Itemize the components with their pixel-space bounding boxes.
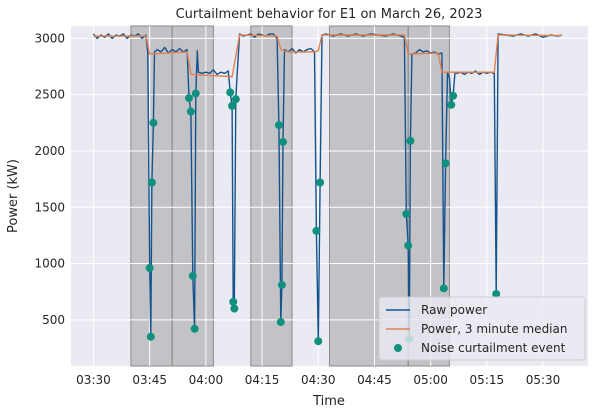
y-tick-label: 2500 <box>34 88 65 102</box>
curtailment-event-point <box>185 94 194 103</box>
series-lines <box>92 33 562 342</box>
curtailment-event-point <box>449 91 458 100</box>
legend: Raw power Power, 3 minute median Noise c… <box>378 296 586 361</box>
curtailment-event-point <box>147 178 156 187</box>
x-tick-label: 04:30 <box>301 373 336 387</box>
curtailment-event-point <box>230 304 239 313</box>
y-tick-labels: 500 1000 1500 2000 2500 3000 <box>34 31 65 326</box>
x-tick-label: 03:45 <box>132 373 167 387</box>
legend-event-label: Noise curtailment event <box>421 341 566 355</box>
curtailment-event-point <box>149 118 158 127</box>
y-tick-label: 500 <box>42 313 65 327</box>
x-tick-label: 05:15 <box>470 373 505 387</box>
legend-event-swatch <box>394 344 402 352</box>
chart-title: Curtailment behavior for E1 on March 26,… <box>176 7 483 22</box>
curtailment-event-point <box>276 318 285 327</box>
legend-raw-label: Raw power <box>421 303 487 317</box>
x-tick-label: 04:45 <box>357 373 392 387</box>
curtailment-event-point <box>191 89 200 98</box>
x-tick-label: 04:15 <box>245 373 280 387</box>
x-axis-label: Time <box>312 394 345 409</box>
curtailment-event-point <box>228 101 237 110</box>
y-tick-label: 2000 <box>34 144 65 158</box>
legend-box <box>378 296 586 361</box>
curtailment-event-point <box>314 337 323 346</box>
curtailment-event-point <box>402 210 411 219</box>
curtailment-event-point <box>441 159 450 168</box>
x-tick-label: 05:30 <box>526 373 561 387</box>
curtailment-event-point <box>279 137 288 146</box>
x-tick-label: 03:30 <box>76 373 111 387</box>
event-markers <box>145 88 501 346</box>
curtailment-event-point <box>447 100 456 109</box>
curtailment-event-point <box>229 297 238 306</box>
series-median-line <box>93 34 562 78</box>
legend-median-label: Power, 3 minute median <box>421 322 567 336</box>
x-tick-label: 04:00 <box>189 373 224 387</box>
y-axis-label: Power (kW) <box>6 159 21 233</box>
shaded-period <box>250 25 293 367</box>
y-tick-label: 1000 <box>34 257 65 271</box>
curtailment-event-point <box>190 324 199 333</box>
x-tick-labels: 03:30 03:45 04:00 04:15 04:30 04:45 05:00 05:15… <box>76 373 560 387</box>
curtailment-event-point <box>492 289 501 298</box>
curtailment-event-point <box>404 241 413 250</box>
curtailment-event-point <box>145 264 154 273</box>
curtailment-event-point <box>406 136 415 145</box>
grid-lines <box>71 26 588 366</box>
y-tick-label: 3000 <box>34 31 65 45</box>
curtailment-event-point <box>277 280 286 289</box>
curtailment-event-point <box>231 95 240 104</box>
curtailment-event-point <box>312 226 321 235</box>
curtailment-event-point <box>274 121 283 130</box>
shaded-period <box>171 25 214 367</box>
curtailment-event-point <box>188 271 197 280</box>
curtailment-event-point <box>146 332 155 341</box>
y-tick-label: 1500 <box>34 200 65 214</box>
curtailment-event-point <box>226 88 235 97</box>
x-tick-label: 05:00 <box>413 373 448 387</box>
curtailment-event-point <box>316 178 325 187</box>
curtailment-event-point <box>186 107 195 116</box>
curtailment-event-point <box>439 284 448 293</box>
